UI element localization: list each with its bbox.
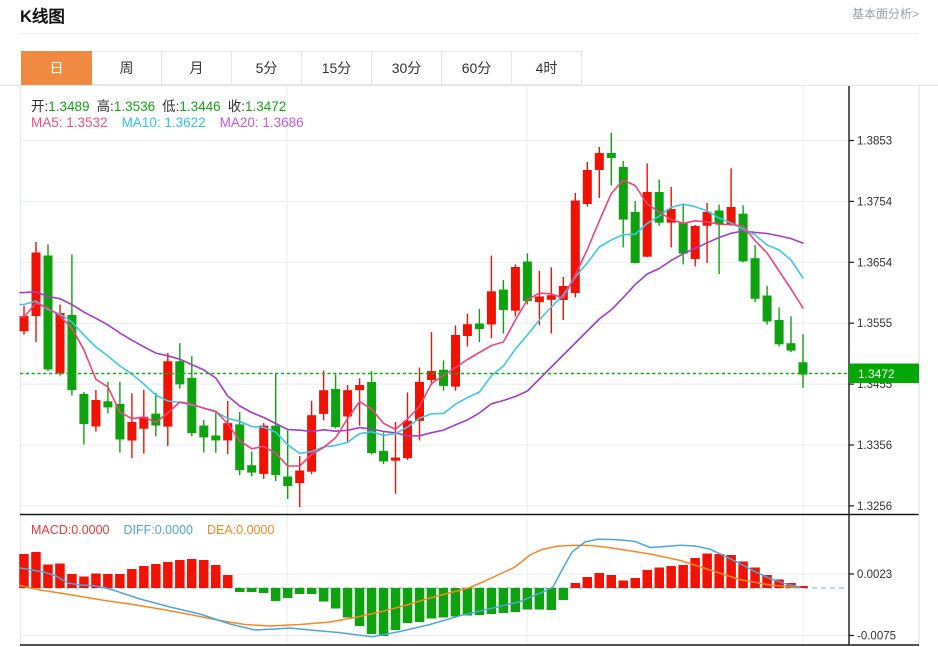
svg-text:1.3555: 1.3555: [857, 318, 892, 330]
svg-text:-0.0075: -0.0075: [857, 631, 896, 643]
svg-text:0.0023: 0.0023: [857, 569, 892, 581]
svg-text:1.3853: 1.3853: [857, 136, 892, 148]
svg-text:1.3754: 1.3754: [857, 196, 893, 208]
svg-text:1.3472: 1.3472: [858, 367, 895, 381]
svg-text:1.3256: 1.3256: [857, 501, 892, 513]
svg-text:1.3356: 1.3356: [857, 440, 892, 452]
svg-text:1.3654: 1.3654: [857, 257, 893, 269]
